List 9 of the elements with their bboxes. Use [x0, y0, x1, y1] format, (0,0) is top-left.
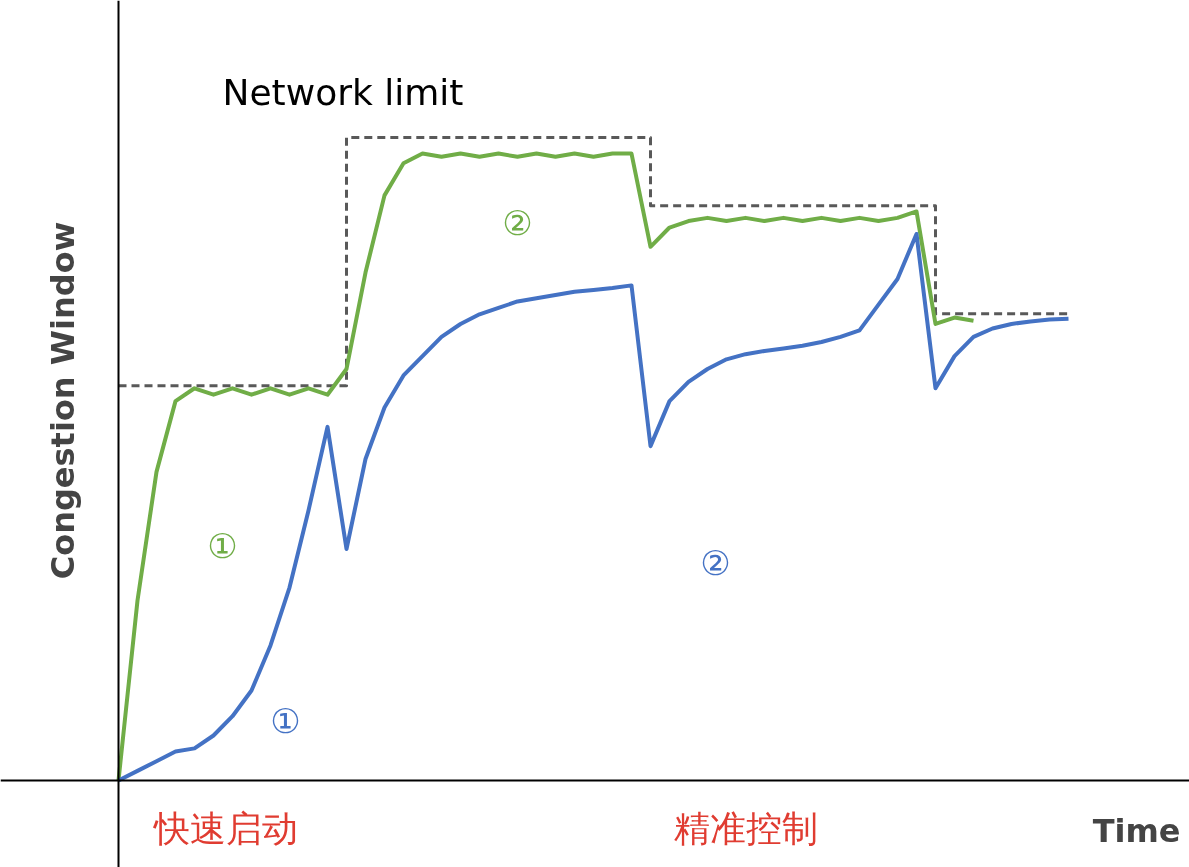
text: Network limit [222, 72, 464, 113]
x-axis-title: Time [1092, 811, 1181, 850]
annotation: ② [700, 542, 731, 583]
annotation: ② [502, 202, 533, 243]
y-axis-title: Congestion Window [43, 221, 82, 580]
annotation: ① [270, 700, 301, 741]
annotation: ① [207, 525, 238, 566]
text: 快速启动 [151, 808, 298, 849]
text: 精准控制 [673, 808, 818, 849]
